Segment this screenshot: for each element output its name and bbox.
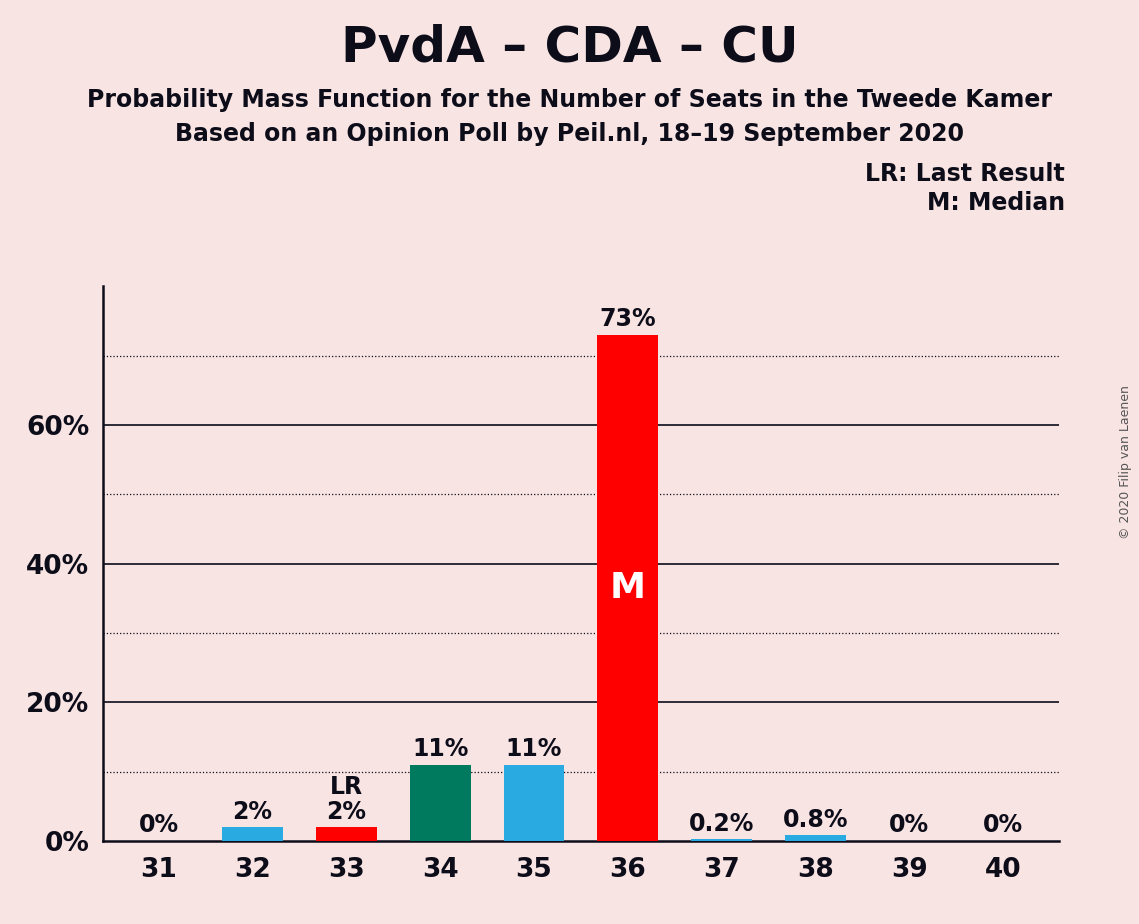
Text: LR: LR <box>330 775 363 799</box>
Text: 0.8%: 0.8% <box>782 808 849 832</box>
Text: 0%: 0% <box>139 813 179 837</box>
Bar <box>691 839 752 841</box>
Text: M: M <box>609 571 646 605</box>
Text: 11%: 11% <box>506 737 563 761</box>
Text: 11%: 11% <box>412 737 468 761</box>
Text: 0.2%: 0.2% <box>689 812 754 836</box>
Bar <box>410 765 470 841</box>
Text: 0%: 0% <box>890 813 929 837</box>
Text: 73%: 73% <box>599 308 656 332</box>
Text: PvdA – CDA – CU: PvdA – CDA – CU <box>341 23 798 71</box>
Text: Probability Mass Function for the Number of Seats in the Tweede Kamer: Probability Mass Function for the Number… <box>87 88 1052 112</box>
Bar <box>503 765 565 841</box>
Text: © 2020 Filip van Laenen: © 2020 Filip van Laenen <box>1118 385 1132 539</box>
Bar <box>316 827 377 841</box>
Text: M: Median: M: Median <box>927 191 1065 215</box>
Bar <box>222 827 284 841</box>
Text: 2%: 2% <box>327 799 367 823</box>
Text: 0%: 0% <box>983 813 1023 837</box>
Bar <box>785 835 846 841</box>
Text: LR: Last Result: LR: Last Result <box>866 162 1065 186</box>
Text: 2%: 2% <box>232 799 272 823</box>
Bar <box>597 335 658 841</box>
Text: Based on an Opinion Poll by Peil.nl, 18–19 September 2020: Based on an Opinion Poll by Peil.nl, 18–… <box>175 122 964 146</box>
